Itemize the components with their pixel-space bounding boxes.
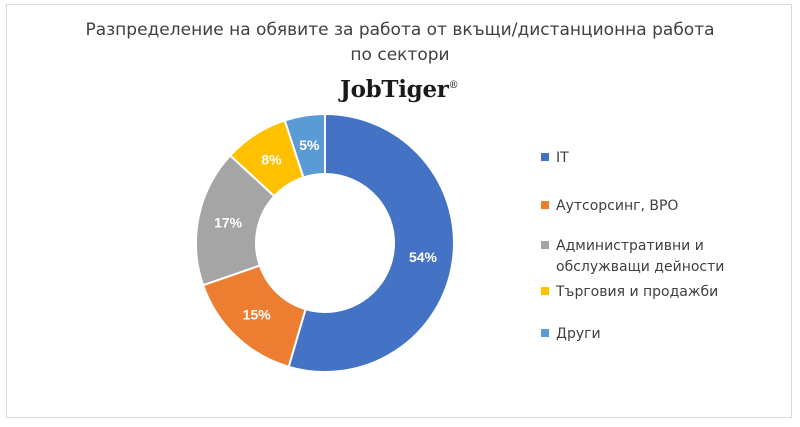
chart-title-line-1: Разпределение на обявите за работа от вк… <box>85 20 715 40</box>
data-label-2: 17% <box>214 215 243 231</box>
legend-swatch <box>541 201 549 209</box>
registered-mark: ® <box>448 80 459 91</box>
data-label-4: 5% <box>299 137 320 153</box>
legend-label: Търговия и продажби <box>556 284 719 300</box>
legend-label: Други <box>556 326 601 342</box>
legend-item-2: Административни и обслужващи дейности <box>541 236 756 278</box>
legend-swatch <box>541 287 549 295</box>
legend-label: Административни и обслужващи дейности <box>556 238 725 275</box>
legend-swatch <box>541 153 549 161</box>
jobtiger-logo: JobTiger® <box>340 76 459 103</box>
chart-title-line-2: по сектори <box>350 45 450 65</box>
data-label-0: 54% <box>409 249 438 265</box>
data-label-3: 8% <box>261 152 282 168</box>
slice-0 <box>287 112 455 373</box>
chart-title: Разпределение на обявите за работа от вк… <box>0 18 800 68</box>
legend-label: IT <box>556 150 569 166</box>
legend-label: Аутсорсинг, BPO <box>556 198 679 214</box>
legend-item-0: IT <box>541 148 756 169</box>
legend-item-4: Други <box>541 324 756 345</box>
slice-4 <box>283 112 326 179</box>
legend-item-3: Търговия и продажби <box>541 282 756 303</box>
legend-swatch <box>541 241 549 249</box>
data-label-1: 15% <box>243 307 272 323</box>
legend-swatch <box>541 329 549 337</box>
legend-item-1: Аутсорсинг, BPO <box>541 196 756 217</box>
logo-text: JobTiger <box>340 76 449 103</box>
